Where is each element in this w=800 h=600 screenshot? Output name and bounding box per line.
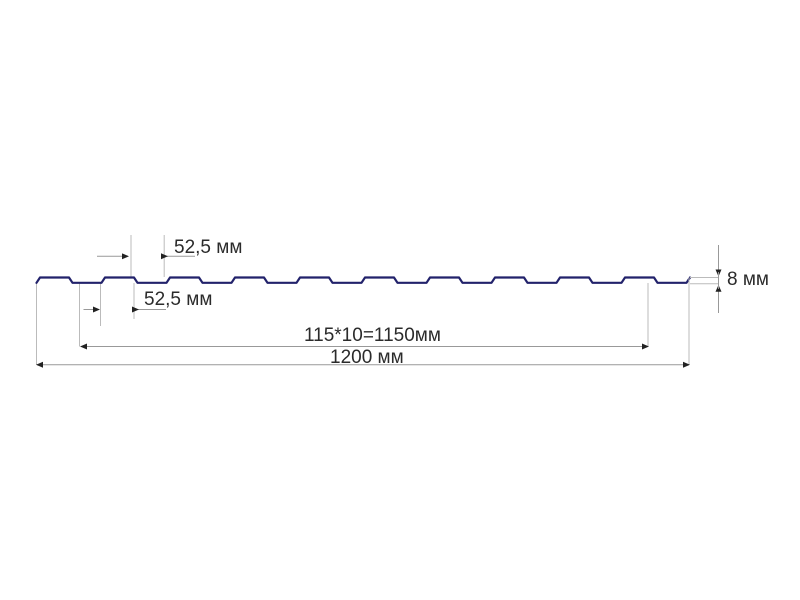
svg-text:8 мм: 8 мм (727, 269, 769, 290)
svg-text:1200 мм: 1200 мм (330, 347, 404, 368)
svg-text:52,5 мм: 52,5 мм (174, 237, 242, 258)
svg-text:115*10=1150мм: 115*10=1150мм (304, 325, 441, 346)
svg-text:52,5 мм: 52,5 мм (144, 289, 212, 310)
